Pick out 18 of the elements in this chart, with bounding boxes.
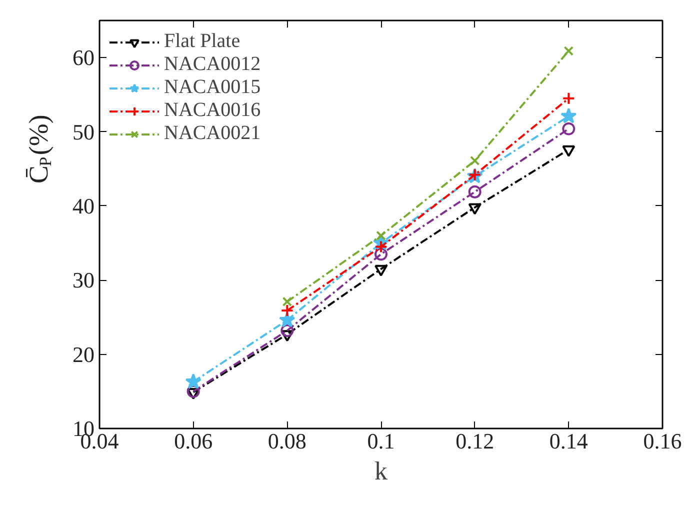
legend-label: NACA0012 — [164, 53, 261, 76]
y-tick-label: 20 — [72, 342, 94, 367]
y-axis-title: C̄P(%) — [24, 114, 55, 184]
legend-label: NACA0016 — [164, 99, 261, 122]
y-tick-label: 50 — [72, 119, 94, 144]
legend-label: NACA0021 — [164, 122, 261, 145]
x-tick-label: 0.1 — [367, 428, 395, 454]
y-tick-label: 30 — [72, 268, 94, 293]
x-tick-label: 0.16 — [643, 428, 682, 454]
x-tick-label: 0.06 — [174, 428, 213, 454]
x-tick-label: 0.12 — [456, 428, 494, 454]
x-tick-label: 0.08 — [268, 428, 306, 454]
y-tick-label: 60 — [72, 45, 94, 70]
x-axis-title: k — [374, 456, 388, 486]
legend-label: Flat Plate — [164, 30, 240, 53]
legend-label: NACA0015 — [164, 76, 261, 99]
y-tick-label: 40 — [72, 193, 94, 218]
x-tick-label: 0.14 — [549, 428, 588, 454]
